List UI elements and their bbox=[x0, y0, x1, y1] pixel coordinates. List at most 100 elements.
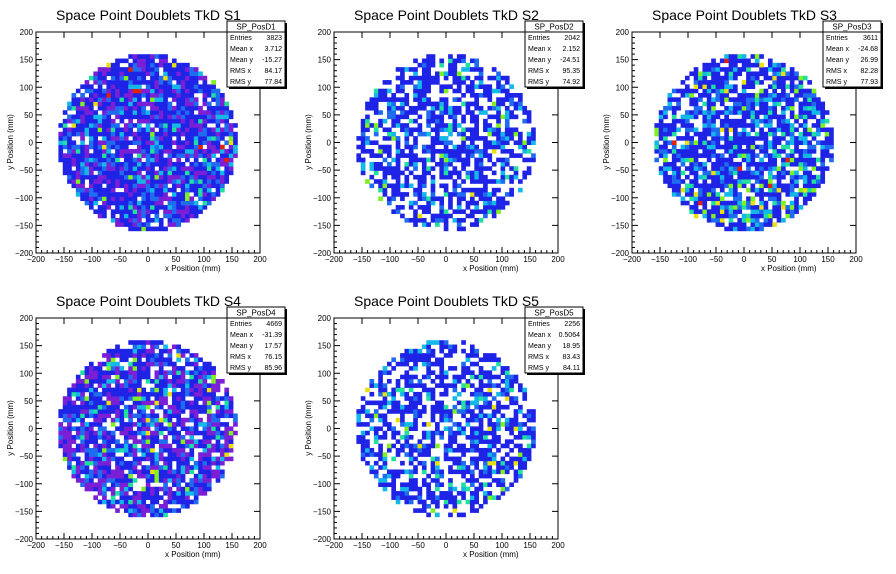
heatmap-cell bbox=[724, 157, 729, 163]
heatmap-cell bbox=[693, 80, 699, 85]
heatmap-cell bbox=[763, 153, 769, 158]
heatmap-cell bbox=[811, 174, 817, 180]
heatmap-cell bbox=[772, 136, 778, 141]
heatmap-cell bbox=[171, 187, 177, 193]
heatmap-cell bbox=[715, 84, 721, 89]
heatmap-cell bbox=[62, 144, 68, 150]
heatmap-cell bbox=[461, 409, 466, 414]
heatmap-cell bbox=[119, 443, 125, 449]
heatmap-cell bbox=[430, 149, 436, 154]
heatmap-cell bbox=[754, 213, 760, 219]
heatmap-cell bbox=[737, 153, 743, 158]
heatmap-cell bbox=[198, 105, 203, 111]
heatmap-cell bbox=[767, 75, 773, 81]
heatmap-cell bbox=[67, 144, 72, 150]
heatmap-cell bbox=[206, 400, 212, 406]
heatmap-cell bbox=[724, 54, 729, 59]
heatmap-cell bbox=[369, 379, 375, 384]
heatmap-cell bbox=[145, 161, 151, 167]
heatmap-cell bbox=[211, 413, 216, 419]
heatmap-cell bbox=[84, 482, 90, 488]
heatmap-cell bbox=[456, 409, 462, 414]
heatmap-cell bbox=[167, 508, 173, 513]
heatmap-cell bbox=[500, 478, 506, 483]
heatmap-cell bbox=[443, 71, 449, 77]
heatmap-cell bbox=[185, 430, 190, 436]
heatmap-cell bbox=[189, 482, 195, 488]
heatmap-cell bbox=[163, 400, 168, 406]
heatmap-cell bbox=[128, 200, 133, 206]
heatmap-cell bbox=[378, 387, 383, 393]
heatmap-cell bbox=[202, 114, 208, 120]
heatmap-cell bbox=[824, 166, 830, 171]
heatmap-cell bbox=[715, 127, 721, 133]
heatmap-cell bbox=[663, 140, 668, 146]
heatmap-cell bbox=[189, 499, 195, 505]
heatmap-cell bbox=[478, 93, 484, 98]
heatmap-cell bbox=[702, 196, 708, 202]
heatmap-cell bbox=[435, 105, 440, 111]
heatmap-cell bbox=[509, 84, 514, 89]
heatmap-cell bbox=[417, 88, 423, 94]
heatmap-cell bbox=[80, 435, 85, 440]
heatmap-cell bbox=[435, 196, 440, 202]
heatmap-cell bbox=[776, 101, 782, 107]
heatmap-cell bbox=[132, 166, 138, 171]
heatmap-cell bbox=[763, 149, 769, 154]
heatmap-cell bbox=[496, 469, 501, 475]
heatmap-cell bbox=[759, 97, 764, 102]
heatmap-cell bbox=[193, 213, 199, 219]
heatmap-cell bbox=[206, 456, 212, 462]
heatmap-cell bbox=[754, 62, 760, 68]
heatmap-cell bbox=[193, 370, 199, 375]
heatmap-cell bbox=[132, 456, 138, 462]
heatmap-cell bbox=[531, 153, 536, 158]
heatmap-cell bbox=[119, 396, 125, 401]
heatmap-cell bbox=[75, 409, 81, 414]
heatmap-cell bbox=[220, 469, 225, 475]
heatmap-cell bbox=[421, 383, 427, 388]
heatmap-cell bbox=[711, 161, 716, 167]
heatmap-cell bbox=[145, 443, 151, 449]
heatmap-cell bbox=[715, 179, 721, 184]
heatmap-cell bbox=[500, 157, 506, 163]
heatmap-cell bbox=[75, 413, 81, 419]
heatmap-cell bbox=[158, 366, 164, 371]
heatmap-cell bbox=[119, 80, 125, 85]
heatmap-cell bbox=[206, 166, 212, 171]
heatmap-cell bbox=[474, 374, 480, 380]
heatmap-cell bbox=[400, 101, 405, 107]
heatmap-cell bbox=[220, 473, 225, 479]
heatmap-cell bbox=[452, 486, 458, 492]
heatmap-cell bbox=[180, 161, 186, 167]
heatmap-cell bbox=[106, 478, 112, 483]
heatmap-cell bbox=[145, 140, 151, 146]
heatmap-cell bbox=[154, 200, 160, 206]
heatmap-cell bbox=[474, 161, 480, 167]
heatmap-cell bbox=[97, 174, 103, 180]
heatmap-cell bbox=[163, 183, 168, 189]
heatmap-cell bbox=[496, 478, 501, 483]
heatmap-cell bbox=[106, 357, 112, 363]
heatmap-cell bbox=[491, 187, 497, 193]
heatmap-cell bbox=[452, 495, 458, 500]
heatmap-cell bbox=[461, 157, 466, 163]
heatmap-cell bbox=[150, 495, 155, 500]
heatmap-cell bbox=[93, 183, 99, 189]
heatmap-cell bbox=[215, 439, 221, 444]
heatmap-cell bbox=[115, 465, 120, 470]
heatmap-cell bbox=[102, 110, 107, 115]
heatmap-cell bbox=[391, 97, 397, 102]
heatmap-cell bbox=[158, 170, 164, 176]
heatmap-cell bbox=[198, 366, 203, 371]
heatmap-cell bbox=[145, 486, 151, 492]
heatmap-cell bbox=[724, 200, 729, 206]
stats-row-label: RMS x bbox=[528, 68, 550, 75]
heatmap-cell bbox=[202, 136, 208, 141]
heatmap-cell bbox=[741, 131, 747, 137]
heatmap-cell bbox=[102, 430, 107, 436]
heatmap-cell bbox=[176, 114, 182, 120]
heatmap-cell bbox=[750, 149, 756, 154]
heatmap-cell bbox=[750, 187, 756, 193]
heatmap-cell bbox=[62, 118, 68, 124]
